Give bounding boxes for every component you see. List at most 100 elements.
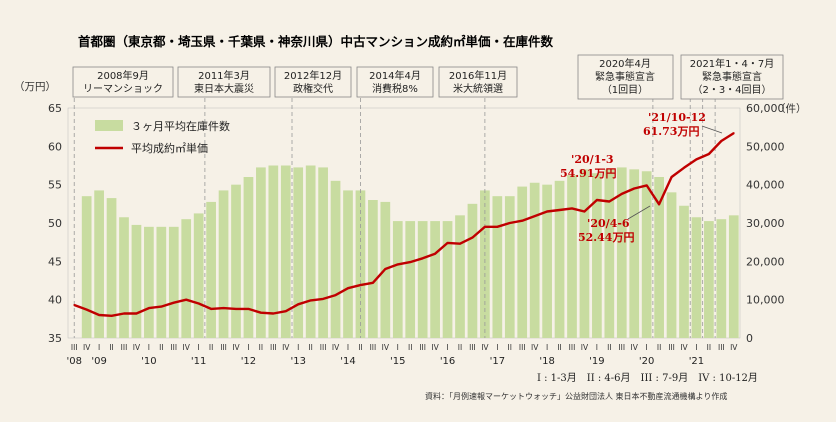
quarter-tick-label: III — [618, 343, 625, 352]
price-point — [546, 210, 549, 213]
price-point — [583, 210, 586, 213]
price-point — [409, 261, 412, 263]
price-point — [670, 176, 673, 178]
price-point — [73, 304, 76, 306]
quarter-tick-label: I — [347, 343, 349, 352]
price-point — [85, 308, 88, 311]
bar-mark — [94, 190, 104, 338]
bar-mark — [542, 184, 552, 338]
bar-mark — [119, 217, 129, 338]
quarter-tick-label: III — [220, 343, 227, 352]
bar-mark — [131, 224, 142, 338]
year-label: '18 — [539, 356, 554, 367]
bar-mark — [654, 177, 664, 338]
bar-mark — [368, 200, 378, 338]
price-point — [645, 184, 648, 187]
bar-mark — [231, 184, 241, 338]
bar-mark — [256, 167, 266, 338]
annotation-2021q4-leader — [701, 125, 723, 134]
price-point — [98, 314, 101, 316]
year-label: '17 — [490, 356, 505, 367]
price-point — [533, 215, 536, 218]
price-point — [259, 311, 262, 314]
bar-mark — [529, 182, 540, 338]
price-point — [359, 284, 362, 286]
year-label: '09 — [91, 356, 106, 367]
year-label: '13 — [290, 356, 305, 367]
year-label: '21 — [689, 356, 704, 367]
year-label: '10 — [141, 356, 156, 367]
quarter-tick-label: III — [668, 343, 675, 352]
price-point — [334, 294, 337, 296]
quarter-tick-label: I — [646, 343, 648, 352]
bar-mark — [318, 167, 328, 338]
price-point — [297, 303, 300, 306]
event-2-label: 東日本大震災 — [194, 82, 254, 95]
bar-mark — [193, 213, 204, 338]
quarter-ticks: III IV I II III IV I II III IV I II III IV I II III IV I II… — [71, 343, 738, 352]
bar-mark — [604, 169, 615, 338]
quarter-tick-label: III — [469, 343, 476, 352]
event-box-3: 2012年12月 政権交代 — [274, 66, 352, 98]
quarter-tick-label: IV — [581, 343, 589, 352]
left-axis-ticks: 35 40 45 50 55 60 65 — [48, 102, 62, 345]
quarter-tick-label: IV — [232, 343, 240, 352]
chart-title: 首都圏（東京都・埼玉県・千葉県・神奈川県）中古マンション成約㎡単価・在庫件数 — [78, 34, 554, 49]
line-series — [73, 132, 735, 317]
year-labels: '08 '09 '10 '11 '12 '13 '14 '15 '16 '17 '18 '19 '20 '… — [66, 356, 704, 367]
bar-mark — [442, 221, 453, 338]
right-tick-label: 60,000 — [746, 102, 785, 115]
quarter-tick-label: III — [718, 343, 725, 352]
bar-mark — [666, 192, 677, 338]
bar-mark — [330, 180, 341, 338]
quarter-tick-label: I — [446, 343, 448, 352]
quarter-tick-label: III — [419, 343, 426, 352]
price-point — [123, 312, 125, 315]
left-tick-label: 45 — [48, 255, 62, 268]
quarter-tick-label: IV — [680, 343, 688, 352]
left-tick-label: 35 — [48, 332, 62, 345]
price-point — [695, 158, 698, 161]
price-point — [197, 302, 200, 305]
right-axis-unit: （件） — [775, 103, 807, 115]
plot-frame — [67, 107, 741, 339]
year-label: '08 — [66, 356, 81, 367]
annotation-2020q1-period: '20/1-3 — [571, 153, 614, 166]
bar-mark — [305, 165, 316, 338]
bar-mark — [455, 215, 465, 338]
right-axis-ticks: 0 10,000 20,000 30,000 40,000 50,000 60,000 — [746, 102, 785, 345]
price-point — [683, 166, 685, 169]
price-point — [521, 219, 524, 222]
price-point — [135, 312, 138, 315]
quarter-tick-label: I — [98, 343, 100, 352]
price-point — [707, 153, 710, 155]
legend-bar-label: ３ヶ月平均在庫件数 — [131, 119, 230, 133]
price-point — [160, 305, 163, 308]
quarter-tick-label: IV — [481, 343, 489, 352]
price-point — [595, 199, 598, 201]
left-tick-label: 65 — [48, 102, 62, 115]
price-point — [620, 192, 623, 195]
price-point — [322, 298, 325, 300]
price-point — [496, 225, 499, 228]
bar-mark — [679, 205, 689, 338]
annotation-2020q2-period: '20/4-6 — [587, 217, 630, 230]
event-box-1: 2008年9月 リーマンショック — [72, 66, 174, 98]
quarter-tick-label: II — [657, 343, 661, 352]
quarter-tick-label: I — [496, 343, 498, 352]
quarter-tick-label: III — [320, 343, 327, 352]
price-point — [434, 252, 437, 255]
left-tick-label: 50 — [48, 217, 62, 230]
quarter-tick-label: II — [159, 343, 163, 352]
annotation-2020q2: '20/4-6 52.44万円 — [578, 205, 651, 244]
bar-mark — [268, 165, 279, 338]
quarter-legend: I : 1-3月 II : 4-6月 III : 7-9月 IV : 10-12… — [537, 372, 758, 384]
event-5-date: 2016年11月 — [449, 69, 507, 82]
quarter-tick-label: I — [546, 343, 548, 352]
event-lines — [73, 98, 716, 338]
year-label: '11 — [191, 356, 206, 367]
price-point — [471, 236, 474, 239]
price-point — [558, 209, 561, 211]
quarter-tick-label: I — [247, 343, 249, 352]
price-point — [309, 299, 312, 302]
